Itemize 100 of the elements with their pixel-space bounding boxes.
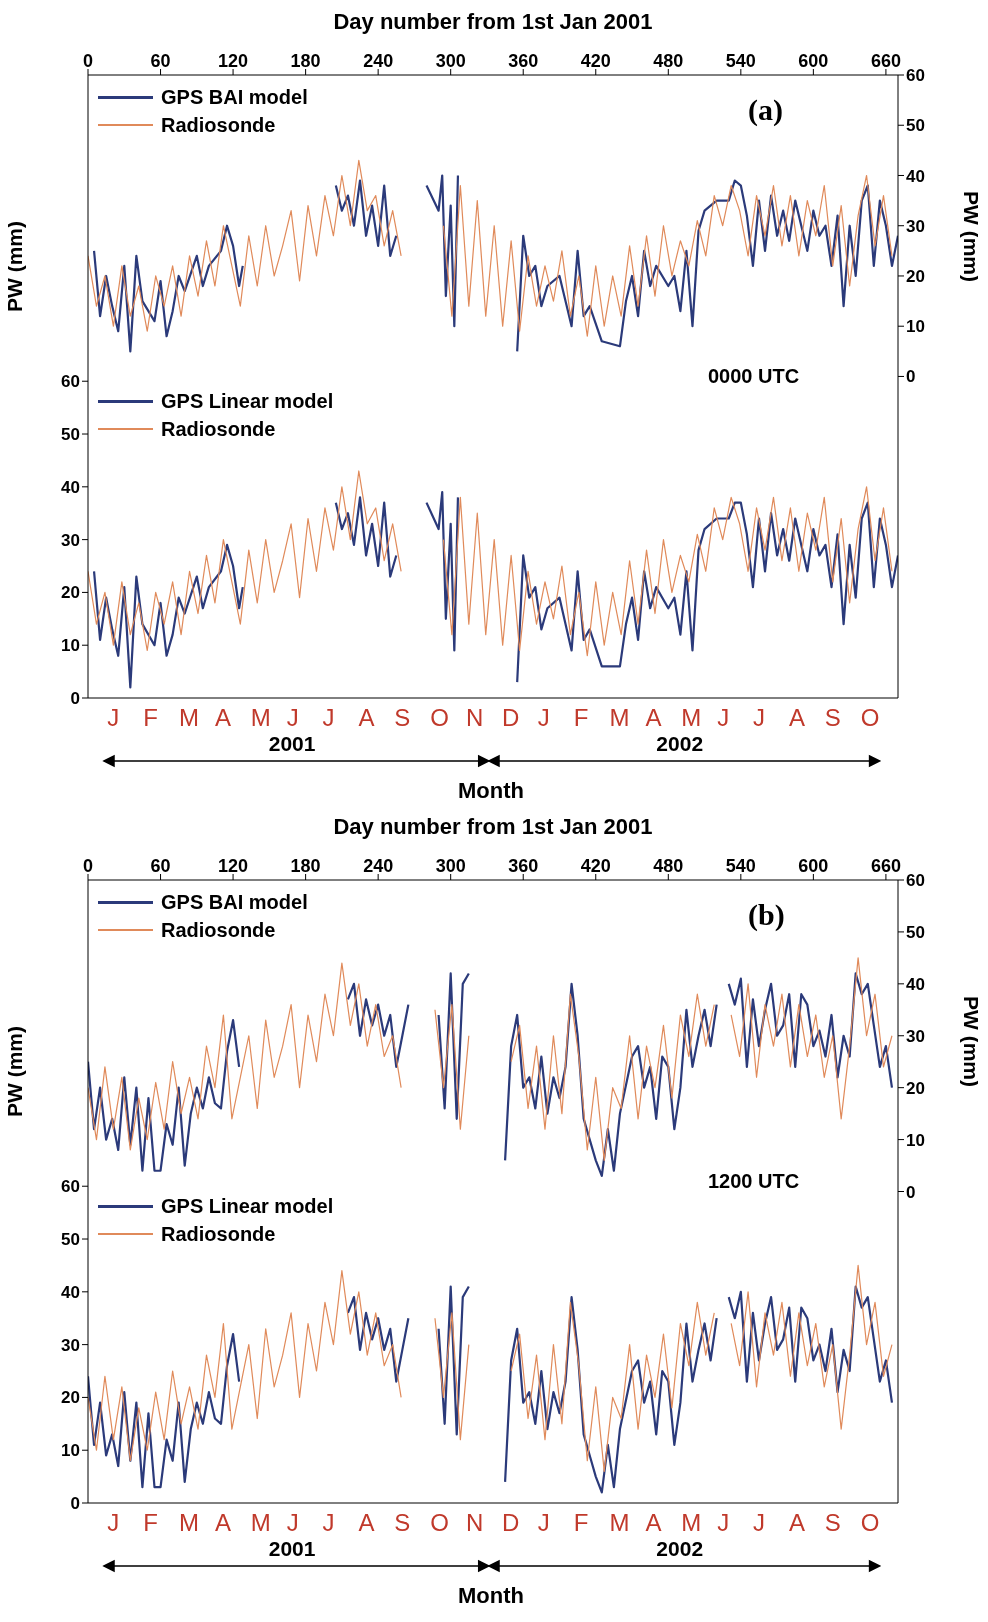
y-tick-label: 10 [61, 1441, 80, 1461]
y-tick-label: 40 [61, 477, 80, 497]
text: 2002 [656, 732, 704, 756]
text: J [286, 1509, 299, 1537]
x-tick-label: 240 [363, 51, 394, 71]
text: J [717, 1509, 730, 1537]
y2-tick-label: 60 [906, 871, 925, 891]
x-tick-label: 120 [218, 51, 249, 71]
y2-axis-title: PW (mm) [959, 191, 983, 282]
y-tick-label: 20 [61, 1388, 80, 1408]
text: 2002 [656, 1537, 704, 1561]
x-tick-label: 240 [363, 856, 394, 876]
x-tick-label: 60 [150, 856, 171, 876]
text: D [501, 1509, 520, 1537]
legend-label: Radiosonde [161, 1222, 276, 1246]
text: F [573, 704, 589, 732]
x-tick-label: 540 [725, 856, 756, 876]
text: 2001 [268, 732, 316, 756]
x-tick-label: 480 [653, 51, 684, 71]
text: F [143, 1509, 158, 1537]
text: S [824, 1509, 841, 1537]
x-tick-label: 360 [508, 51, 539, 71]
legend-label: Radiosonde [161, 417, 276, 441]
legend-label: Radiosonde [161, 113, 276, 137]
text: J [753, 704, 766, 732]
x-tick-label: 660 [870, 51, 901, 71]
y-tick-label: 10 [61, 636, 80, 656]
y-axis-title: PW (mm) [3, 1026, 27, 1117]
y-tick-label: 60 [61, 372, 80, 392]
x-tick-label: 180 [290, 856, 321, 876]
text: M [250, 1509, 271, 1537]
legend-label: Radiosonde [161, 918, 276, 942]
text: J [537, 1509, 550, 1537]
text: M [179, 704, 200, 732]
legend-label: GPS BAI model [161, 85, 308, 109]
y-tick-label: 0 [70, 689, 80, 709]
text: S [394, 1509, 411, 1537]
text: O [860, 1509, 880, 1537]
text: A [788, 1509, 805, 1537]
text: J [286, 704, 299, 732]
text: J [322, 704, 335, 732]
annotation: (b) [748, 898, 785, 932]
x-tick-label: 420 [580, 856, 611, 876]
legend-label: GPS BAI model [161, 890, 308, 914]
x-tick-label: 420 [580, 51, 611, 71]
x-tick-label: 540 [725, 51, 756, 71]
annotation: 1200 UTC [708, 1170, 800, 1194]
y-tick-label: 60 [61, 1177, 80, 1197]
y2-tick-label: 20 [906, 267, 925, 286]
x-tick-label: 300 [435, 51, 466, 71]
text: A [788, 704, 805, 732]
y-tick-label: 50 [61, 425, 80, 445]
y-tick-label: 30 [61, 1335, 80, 1355]
legend-label: GPS Linear model [161, 389, 334, 413]
y-tick-label: 0 [70, 1494, 80, 1514]
text: J [322, 1509, 335, 1537]
text: J [753, 1509, 766, 1537]
annotation: (a) [748, 93, 783, 127]
x-tick-label: 60 [150, 51, 171, 71]
text: N [466, 704, 484, 732]
text: D [501, 704, 520, 732]
x-tick-label: 480 [653, 856, 684, 876]
text: M [609, 1509, 630, 1537]
y2-axis-title: PW (mm) [959, 996, 983, 1087]
text: M [681, 704, 702, 732]
text: F [573, 1509, 589, 1537]
text: A [645, 1509, 662, 1537]
y-tick-label: 50 [61, 1230, 80, 1250]
text: A [358, 704, 375, 732]
x-tick-label: 180 [290, 51, 321, 71]
x-tick-label: 600 [798, 856, 829, 876]
y2-tick-label: 30 [906, 1026, 925, 1046]
text: A [645, 704, 662, 732]
y-axis-title: PW (mm) [3, 221, 27, 312]
y2-tick-label: 40 [906, 166, 925, 186]
text: O [860, 704, 880, 732]
text: M [681, 1509, 702, 1537]
text: J [717, 704, 730, 732]
x-tick-label: 300 [435, 856, 466, 876]
text: 2001 [268, 1537, 316, 1561]
y-tick-label: 30 [61, 530, 80, 550]
text: S [824, 704, 841, 732]
text: M [250, 704, 271, 732]
x-tick-label: 660 [870, 856, 901, 876]
x-axis-title: Day number from 1st Jan 2001 [333, 813, 653, 839]
x-tick-label: 120 [218, 856, 249, 876]
text: A [214, 1509, 231, 1537]
text: J [107, 1509, 120, 1537]
text: A [358, 1509, 375, 1537]
y2-tick-label: 30 [906, 216, 925, 236]
text: Month [458, 778, 524, 804]
text: O [430, 1509, 449, 1537]
y-tick-label: 20 [61, 583, 80, 603]
y2-tick-label: 60 [906, 66, 925, 86]
annotation: 0000 UTC [708, 365, 800, 389]
text: M [179, 1509, 200, 1537]
text: M [609, 704, 630, 732]
x-tick-label: 360 [508, 856, 539, 876]
y-tick-label: 40 [61, 1282, 80, 1302]
text: Month [458, 1583, 524, 1609]
